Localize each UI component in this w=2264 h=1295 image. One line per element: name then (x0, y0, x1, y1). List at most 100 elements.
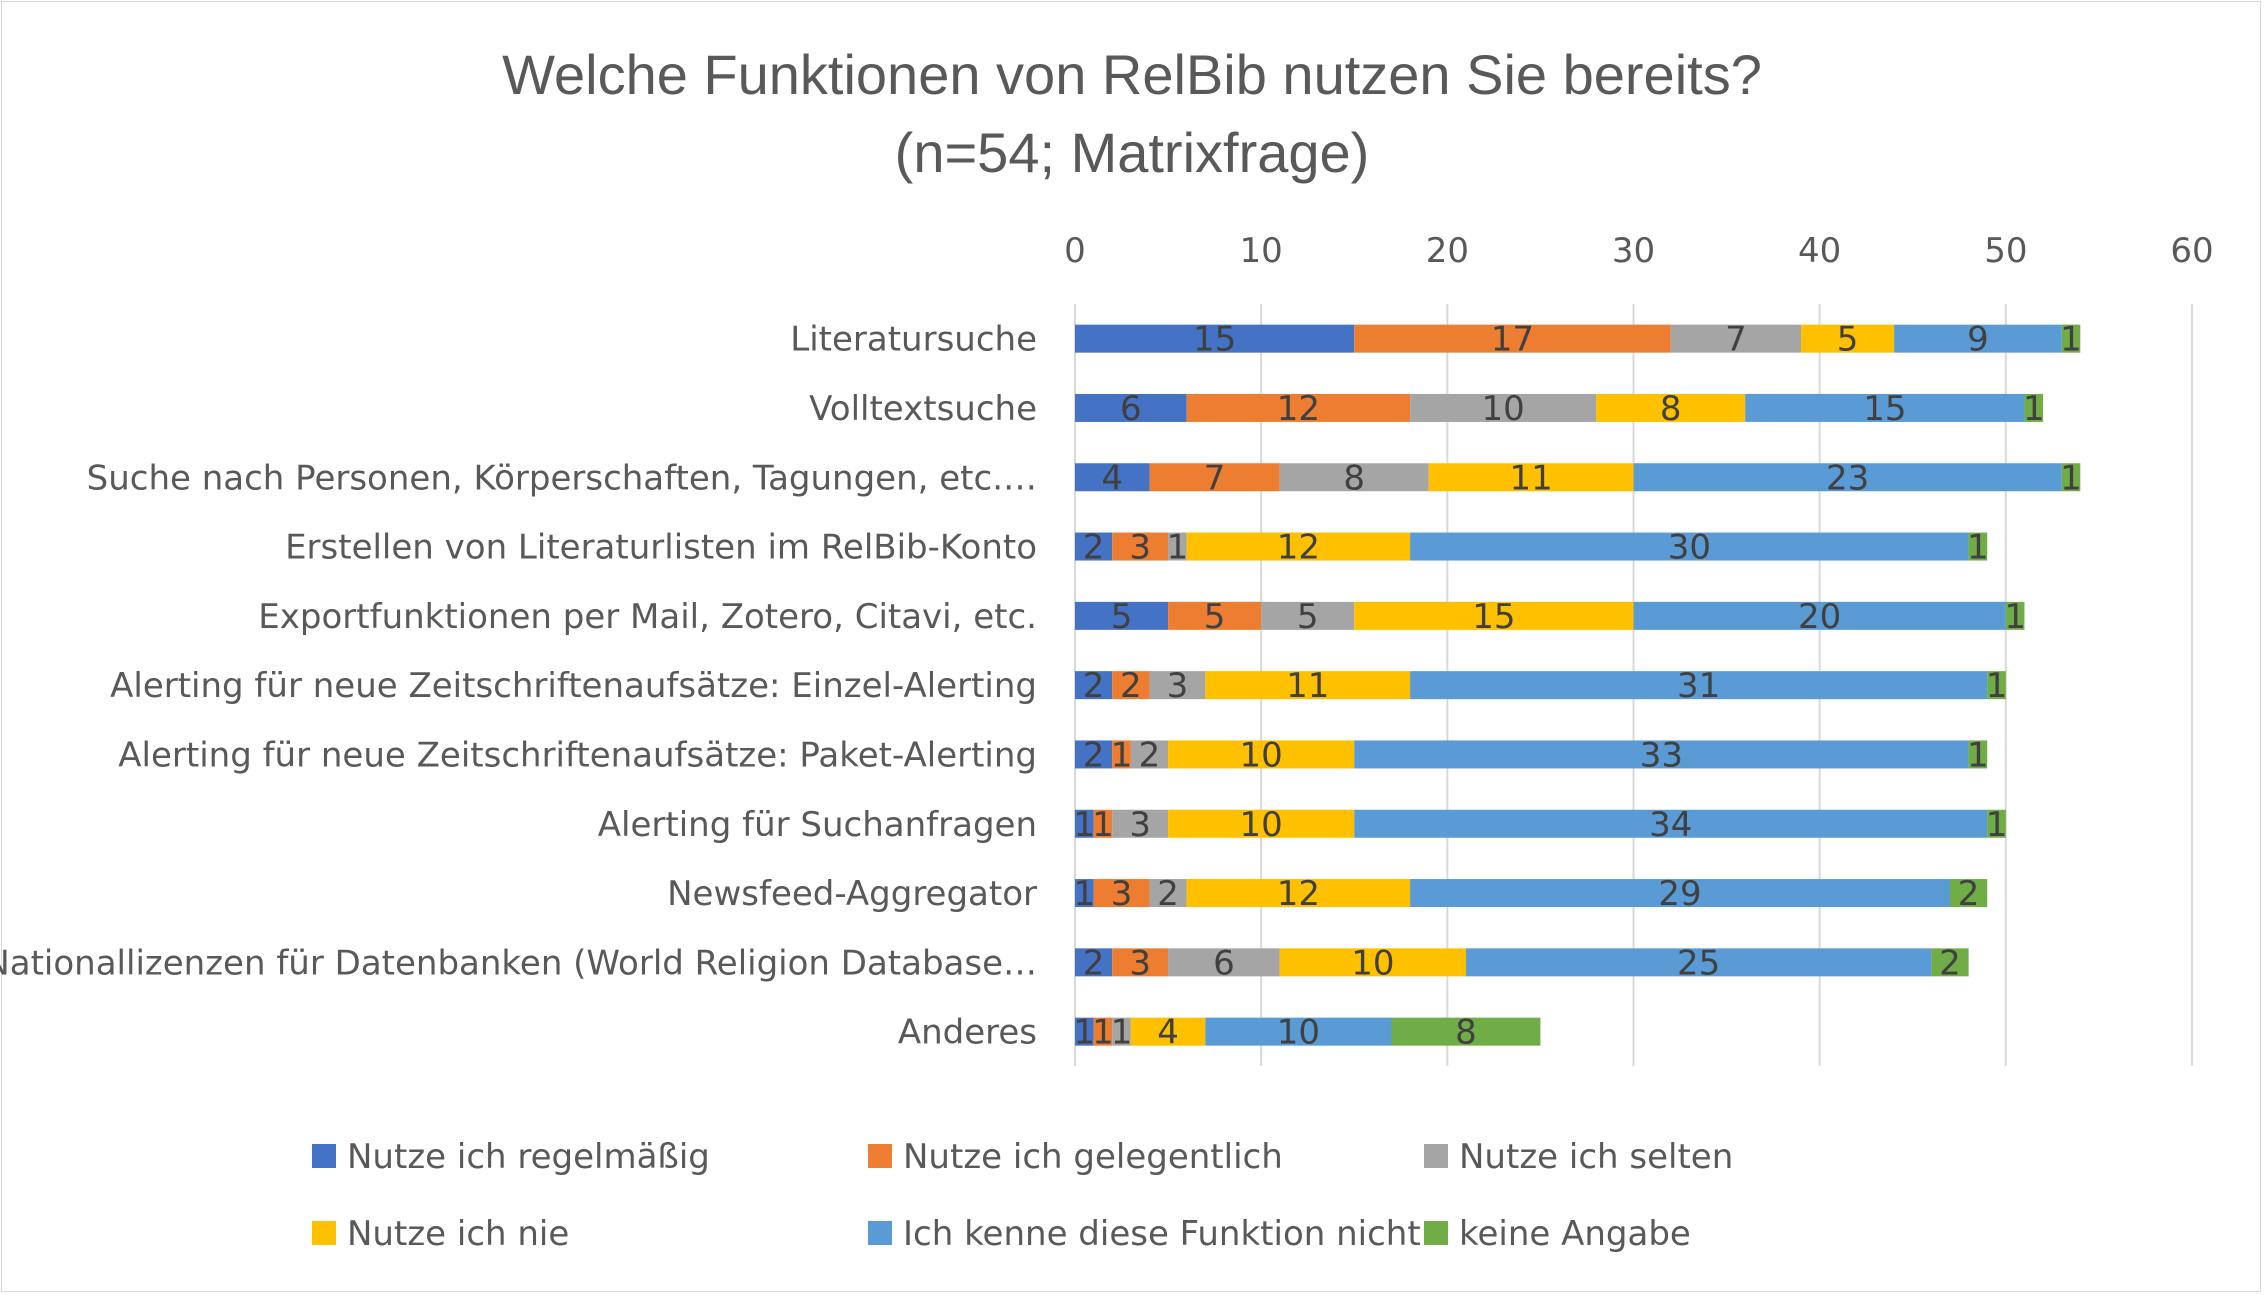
bar-segment (1949, 879, 1988, 908)
data-label: 11 (1509, 458, 1552, 498)
data-label: 1 (1167, 528, 1189, 568)
data-label: 2 (1939, 943, 1961, 983)
bar-segment (1354, 601, 1634, 630)
data-label: 7 (1204, 458, 1226, 498)
bar-segment (1112, 532, 1169, 561)
x-tick-label: 60 (2170, 231, 2213, 271)
data-label: 20 (1798, 597, 1841, 637)
legend-swatch (868, 1221, 892, 1245)
bar-segment (1075, 463, 1150, 492)
data-label: 25 (1677, 943, 1720, 983)
data-label: 1 (1073, 1013, 1095, 1053)
bar-segment (1112, 740, 1131, 769)
bar-segment (1410, 671, 1988, 700)
bar-segment (1093, 879, 1150, 908)
data-label: 4 (1101, 458, 1123, 498)
bar-segment (1168, 948, 1280, 977)
data-label: 1 (2004, 597, 2026, 637)
category-label: Anderes (898, 1013, 1037, 1053)
legend-label: Nutze ich gelegentlich (903, 1137, 1283, 1177)
bar-segment (1075, 740, 1113, 769)
bar-segment (1075, 324, 1355, 353)
data-label: 5 (1204, 597, 1226, 637)
bar-segment (1112, 1017, 1131, 1046)
data-label: 9 (1967, 320, 1989, 360)
data-label: 11 (1286, 666, 1329, 706)
data-label: 2 (1139, 735, 1161, 775)
data-label: 29 (1658, 874, 1701, 914)
bar-segments (1075, 324, 2081, 1046)
data-label: 1 (1986, 666, 2008, 706)
data-label: 3 (1129, 943, 1151, 983)
data-label: 2 (1157, 874, 1179, 914)
legend-label: Ich kenne diese Funktion nicht (903, 1214, 1421, 1254)
data-label: 5 (1297, 597, 1319, 637)
category-label: Alerting für neue Zeitschriftenaufsätze:… (118, 735, 1037, 775)
data-label: 1 (1986, 805, 2008, 845)
category-label: Nationallizenzen für Datenbanken (World … (0, 943, 1037, 983)
bar-segment (1093, 1017, 1113, 1046)
x-tick-label: 30 (1612, 231, 1655, 271)
legend-swatch (868, 1144, 892, 1168)
bar-segment (1670, 324, 1802, 353)
bar-segment (1205, 1017, 1392, 1046)
data-label: 17 (1491, 320, 1534, 360)
data-label: 2 (1083, 666, 1105, 706)
category-label: Erstellen von Literaturlisten im RelBib-… (285, 528, 1037, 568)
bar-segment (1410, 393, 1597, 422)
bar-segment (2061, 324, 2081, 353)
bar-segment (1745, 393, 2025, 422)
bar-segment (1075, 671, 1113, 700)
legend-swatch (312, 1144, 336, 1168)
bar-segment (1093, 809, 1113, 838)
bar-segment (1075, 879, 1094, 908)
data-label: 10 (1351, 943, 1394, 983)
bar-segment (1168, 601, 1262, 630)
category-label: Alerting für neue Zeitschriftenaufsätze:… (110, 666, 1037, 706)
data-label: 5 (1111, 597, 1133, 637)
bar-segment (1987, 671, 2006, 700)
x-axis-ticks: 0 10 20 30 40 50 60 (1064, 231, 2213, 271)
data-label: 10 (1277, 1013, 1320, 1053)
x-tick-label: 0 (1064, 231, 1086, 271)
bar-segment (1633, 601, 2006, 630)
bar-segment (1279, 463, 1429, 492)
bar-segment (1075, 809, 1094, 838)
category-label: Alerting für Suchanfragen (598, 805, 1037, 845)
data-label: 10 (1482, 389, 1525, 429)
x-tick-label: 20 (1426, 231, 1469, 271)
data-label: 6 (1213, 943, 1235, 983)
data-label: 33 (1640, 735, 1683, 775)
data-label: 2 (1083, 735, 1105, 775)
data-label: 1 (1967, 528, 1989, 568)
data-label: 4 (1157, 1013, 1179, 1053)
data-label: 3 (1111, 874, 1133, 914)
bar-segment (1968, 532, 1988, 561)
bar-segment (1633, 463, 2062, 492)
bar-segment (1112, 948, 1169, 977)
bar-segment (1354, 740, 1969, 769)
bar-segment (1130, 1017, 1206, 1046)
data-label: 30 (1668, 528, 1711, 568)
bar-segment (1186, 532, 1411, 561)
legend: Nutze ich regelmäßig Nutze ich gelegentli… (312, 1137, 1733, 1254)
data-label: 1 (1092, 1013, 1114, 1053)
data-label: 15 (1863, 389, 1906, 429)
bar-segment (1186, 879, 1411, 908)
bar-segment (1596, 393, 1746, 422)
bar-segment (1186, 393, 1411, 422)
data-label: 2 (1083, 528, 1105, 568)
bar-segment (1931, 948, 1969, 977)
bar-segment (1279, 948, 1466, 977)
data-label: 1 (1092, 805, 1114, 845)
legend-label: Nutze ich nie (347, 1214, 569, 1254)
legend-label: Nutze ich selten (1459, 1137, 1733, 1177)
bar-segment (1149, 671, 1206, 700)
bar-segment (1075, 393, 1187, 422)
bar-segment (1205, 671, 1411, 700)
bar-segment (1075, 948, 1113, 977)
bar-segment (1075, 1017, 1094, 1046)
bar-segment (1894, 324, 2062, 353)
data-label: 2 (1958, 874, 1980, 914)
